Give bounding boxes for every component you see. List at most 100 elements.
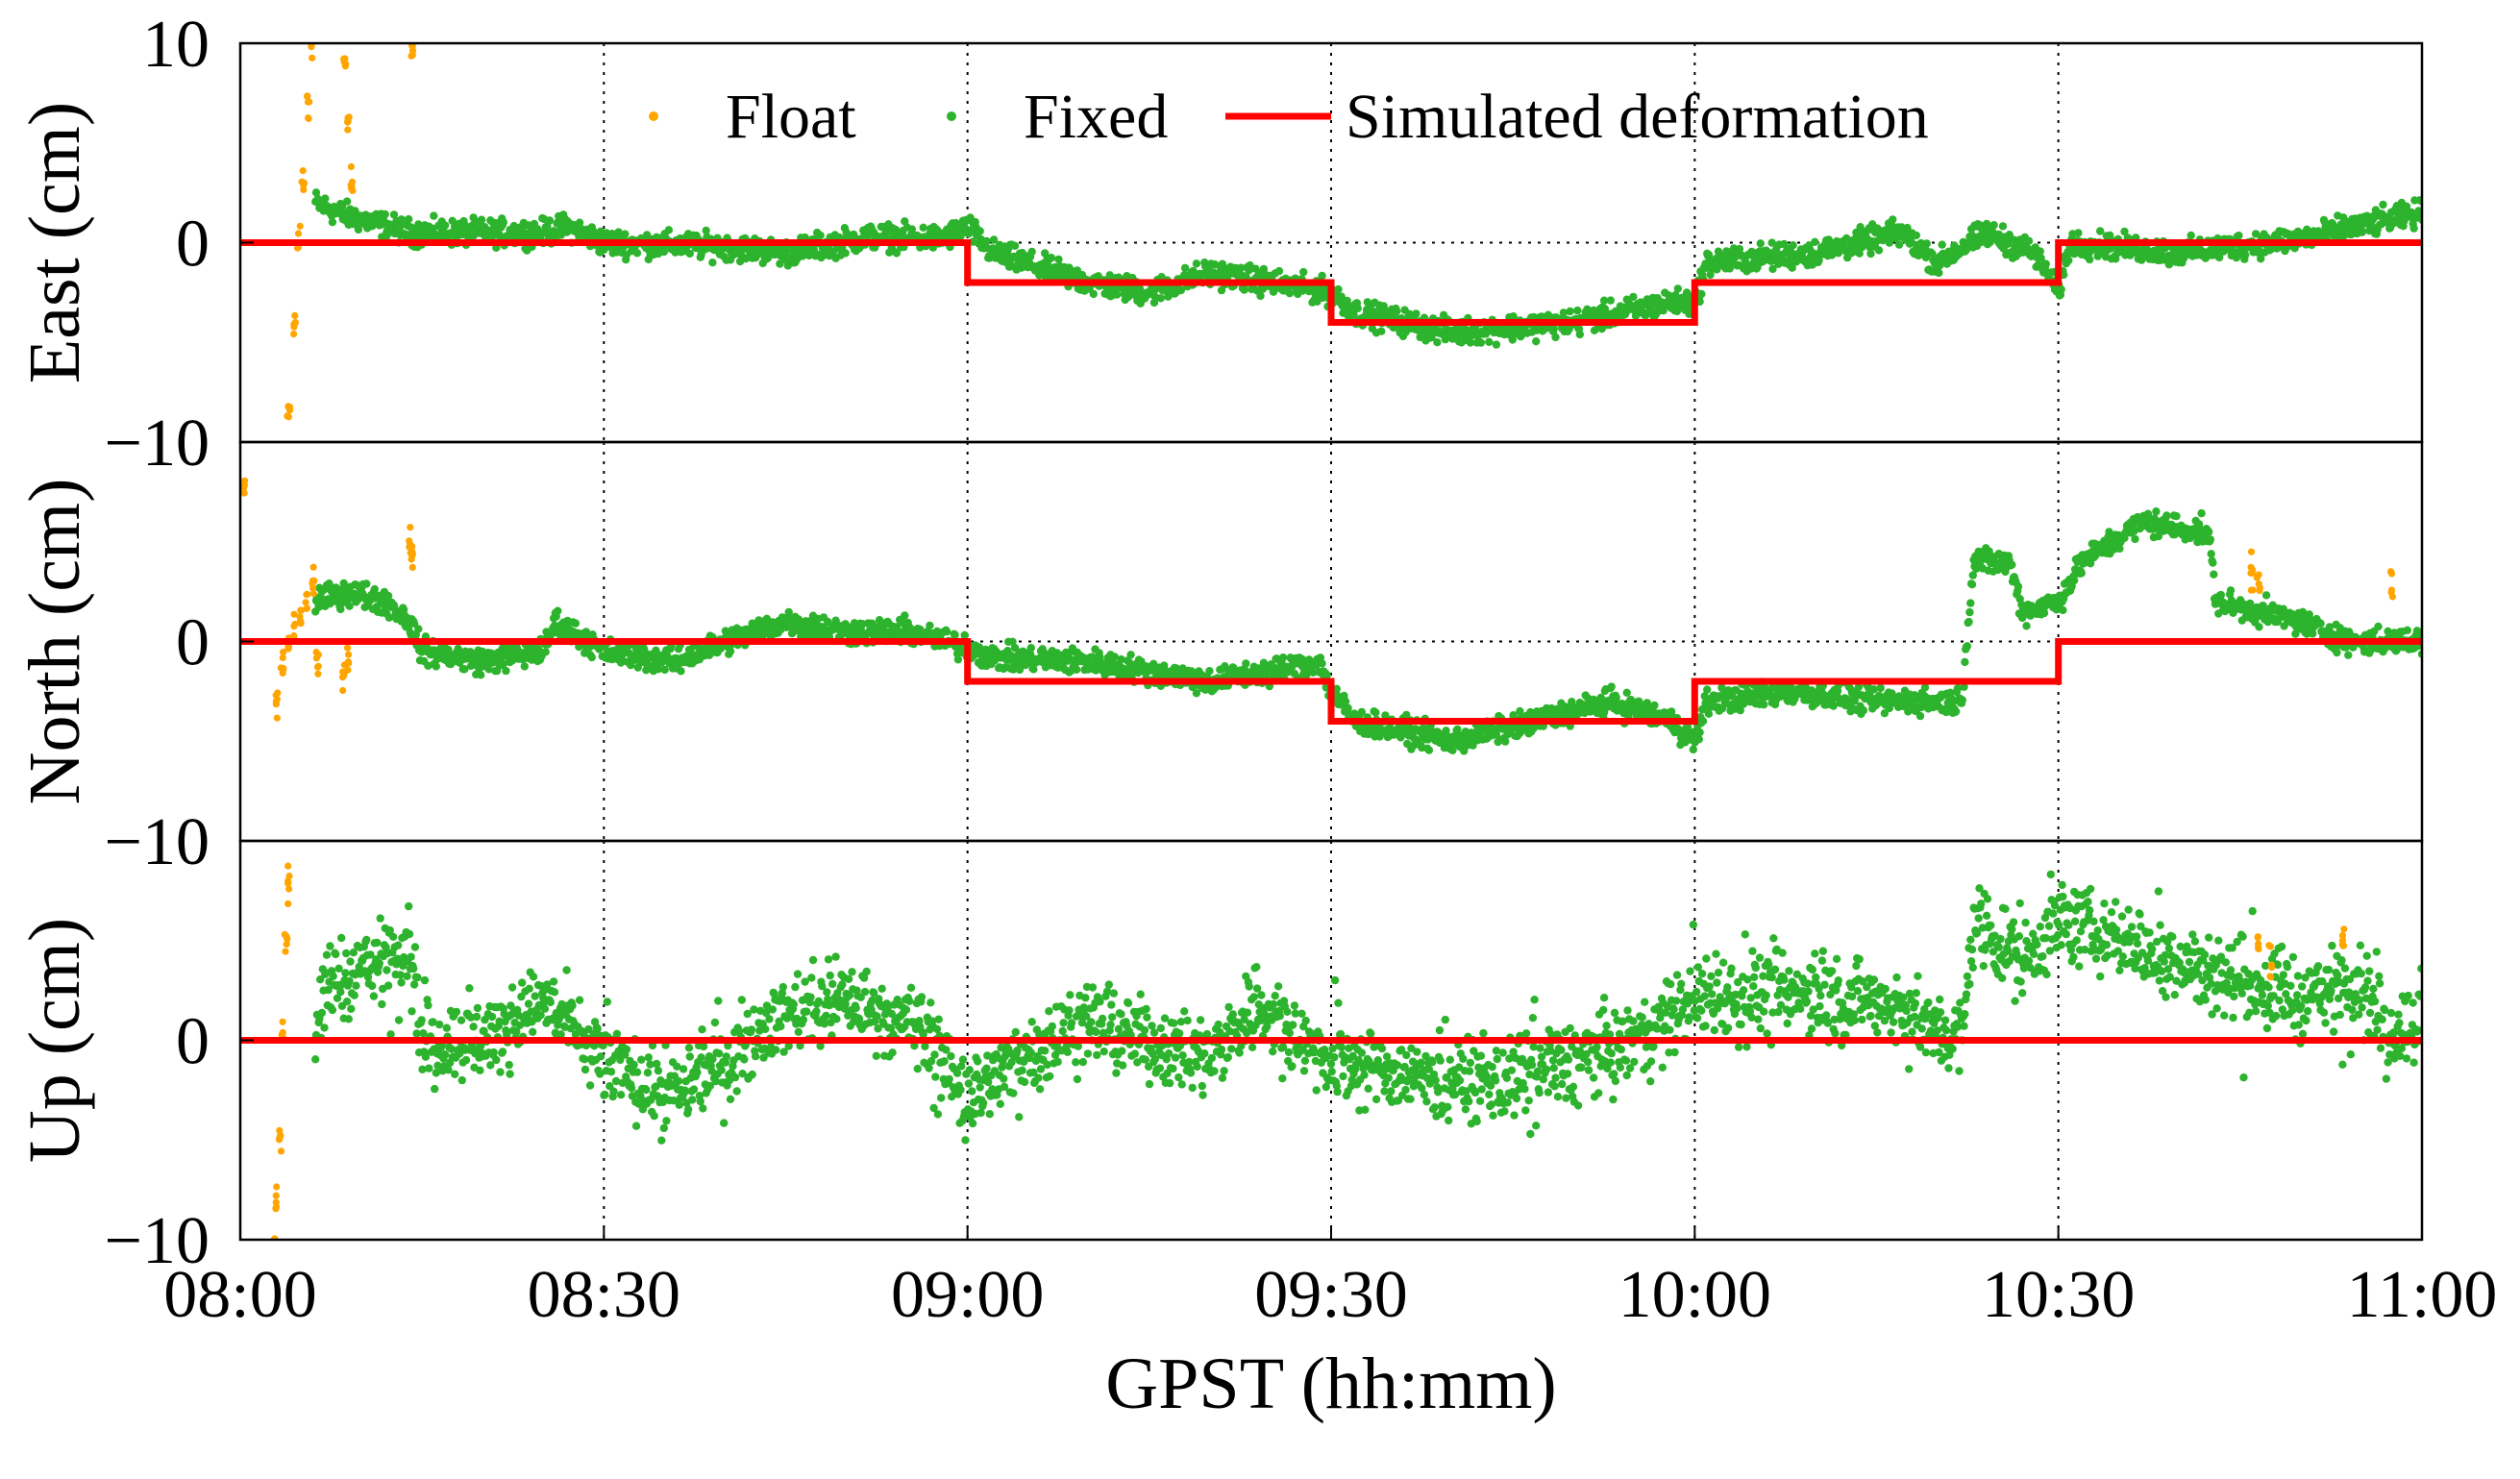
north-fixed-point bbox=[1920, 683, 1930, 692]
east-fixed-point bbox=[2120, 227, 2129, 236]
north-fixed-point bbox=[2152, 507, 2161, 516]
east-fixed-point bbox=[1156, 294, 1166, 303]
east-fixed-point bbox=[1532, 337, 1541, 346]
north-fixed-point bbox=[1205, 667, 1214, 676]
north-fixed-point bbox=[1517, 727, 1525, 737]
east-fixed-point bbox=[653, 233, 661, 241]
north-fixed-point bbox=[784, 607, 793, 617]
north-fixed-point bbox=[1622, 688, 1631, 697]
north-fixed-point bbox=[2172, 511, 2181, 521]
north-fixed-point bbox=[1008, 637, 1017, 646]
east-fixed-point bbox=[2096, 227, 2105, 235]
east-fixed-point bbox=[1559, 308, 1569, 317]
east-fixed-point bbox=[982, 236, 991, 246]
east-fixed-point bbox=[321, 194, 330, 203]
north-fixed-point bbox=[2059, 605, 2067, 615]
north-fixed-point bbox=[1736, 706, 1745, 715]
north-fixed-point bbox=[2115, 544, 2124, 554]
east-fixed-point bbox=[1466, 338, 1475, 347]
east-fixed-point bbox=[2241, 251, 2250, 259]
east-fixed-point bbox=[2186, 231, 2195, 240]
north-fixed-point bbox=[1453, 725, 1462, 734]
east-fixed-point bbox=[1599, 296, 1609, 305]
north-fixed-point bbox=[1859, 706, 1868, 715]
east-fixed-point bbox=[919, 223, 927, 232]
east-fixed-point bbox=[816, 231, 825, 240]
east-fixed-point bbox=[2086, 255, 2094, 264]
east-fixed-point bbox=[1334, 284, 1343, 294]
north-fixed-point bbox=[554, 606, 562, 615]
north-fixed-point bbox=[1010, 643, 1020, 653]
east-ytick-label: −10 bbox=[105, 407, 210, 481]
north-fixed-point bbox=[1695, 727, 1704, 737]
east-fixed-point bbox=[1274, 266, 1284, 276]
east-fixed-point bbox=[2024, 236, 2034, 245]
north-fixed-points bbox=[311, 507, 2422, 755]
north-fixed-point bbox=[1718, 703, 1727, 713]
east-float-point bbox=[286, 407, 294, 414]
east-fixed-point bbox=[430, 211, 438, 220]
north-fixed-point bbox=[2154, 531, 2163, 541]
east-fixed-point bbox=[1756, 239, 1766, 248]
north-fixed-point bbox=[1960, 682, 1968, 691]
east-fixed-point bbox=[328, 218, 337, 227]
north-fixed-point bbox=[1332, 684, 1342, 693]
east-float-point bbox=[344, 126, 352, 134]
east-fixed-point bbox=[1815, 256, 1823, 265]
east-fixed-point bbox=[2057, 285, 2065, 294]
east-float-point bbox=[300, 182, 308, 189]
north-fixed-point bbox=[1704, 709, 1714, 718]
east-fixed-point bbox=[2339, 213, 2348, 222]
north-fixed-point bbox=[1694, 735, 1704, 744]
north-fixed-point bbox=[942, 628, 951, 636]
east-fixed-point bbox=[1492, 340, 1501, 349]
north-fixed-point bbox=[660, 665, 669, 675]
east-fixed-point bbox=[1903, 223, 1912, 233]
east-fixed-point bbox=[1811, 237, 1819, 246]
north-fixed-point bbox=[1448, 746, 1457, 754]
east-fixed-point bbox=[575, 218, 584, 227]
north-fixed-point bbox=[1964, 617, 1973, 627]
east-fixed-point bbox=[1353, 304, 1362, 313]
east-fixed-point bbox=[471, 216, 480, 226]
north-fixed-point bbox=[926, 621, 934, 630]
north-fixed-point bbox=[1880, 709, 1890, 718]
north-fixed-point bbox=[1612, 693, 1620, 703]
east-float-point bbox=[344, 117, 352, 125]
north-fixed-point bbox=[2077, 569, 2086, 578]
north-fixed-point bbox=[1885, 703, 1894, 713]
east-fixed-point bbox=[685, 249, 694, 259]
east-ytick-label: 0 bbox=[176, 208, 210, 282]
north-fixed-point bbox=[901, 611, 909, 620]
north-fixed-point bbox=[502, 666, 510, 676]
east-float-point bbox=[347, 162, 355, 171]
east-fixed-point bbox=[2257, 255, 2265, 263]
east-fixed-point bbox=[1697, 289, 1706, 299]
east-fixed-point bbox=[1989, 221, 1998, 230]
north-fixed-point bbox=[520, 662, 529, 671]
east-fixed-point bbox=[311, 188, 321, 197]
north-fixed-point bbox=[477, 671, 485, 679]
east-fixed-point bbox=[1922, 239, 1931, 248]
east-fixed-point bbox=[664, 226, 674, 234]
east-float-point bbox=[306, 98, 313, 106]
north-fixed-point bbox=[1963, 642, 1972, 651]
east-fixed-point bbox=[499, 218, 507, 227]
north-fixed-point bbox=[1946, 688, 1955, 697]
east-simulated-deformation-line bbox=[240, 239, 2422, 326]
north-fixed-point bbox=[1865, 691, 1874, 700]
east-fixed-point bbox=[1027, 247, 1036, 257]
east-fixed-point bbox=[342, 197, 352, 206]
east-fixed-point bbox=[1767, 238, 1776, 247]
east-fixed-point bbox=[1054, 255, 1063, 264]
north-fixed-point bbox=[1966, 599, 1975, 607]
east-fixed-point bbox=[1912, 231, 1921, 240]
north-fixed-point bbox=[1442, 727, 1450, 735]
east-fixed-point bbox=[1894, 240, 1904, 249]
north-fixed-point bbox=[824, 617, 832, 627]
north-fixed-point bbox=[1829, 702, 1838, 710]
north-fixed-point bbox=[2022, 622, 2031, 630]
east-fixed-point bbox=[1485, 337, 1494, 346]
east-fixed-point bbox=[1788, 263, 1796, 272]
